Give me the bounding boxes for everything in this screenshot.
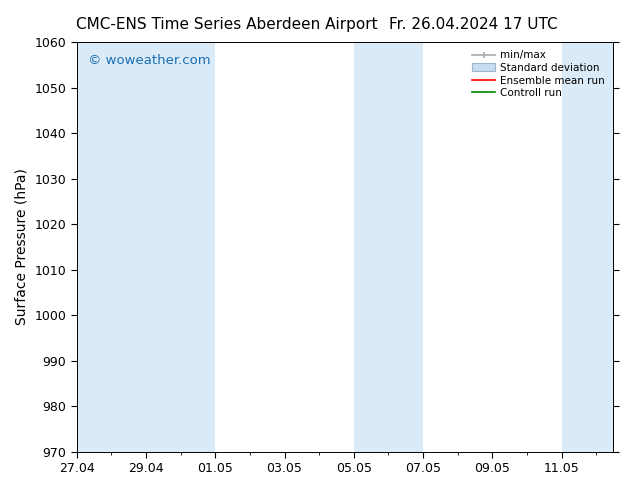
Text: Fr. 26.04.2024 17 UTC: Fr. 26.04.2024 17 UTC <box>389 17 558 32</box>
Bar <box>146 42 216 452</box>
Text: © woweather.com: © woweather.com <box>87 54 210 67</box>
Y-axis label: Surface Pressure (hPa): Surface Pressure (hPa) <box>15 169 29 325</box>
Bar <box>562 42 614 452</box>
Bar <box>354 42 423 452</box>
Bar <box>77 42 146 452</box>
Legend: min/max, Standard deviation, Ensemble mean run, Controll run: min/max, Standard deviation, Ensemble me… <box>469 47 608 101</box>
Text: CMC-ENS Time Series Aberdeen Airport: CMC-ENS Time Series Aberdeen Airport <box>76 17 378 32</box>
